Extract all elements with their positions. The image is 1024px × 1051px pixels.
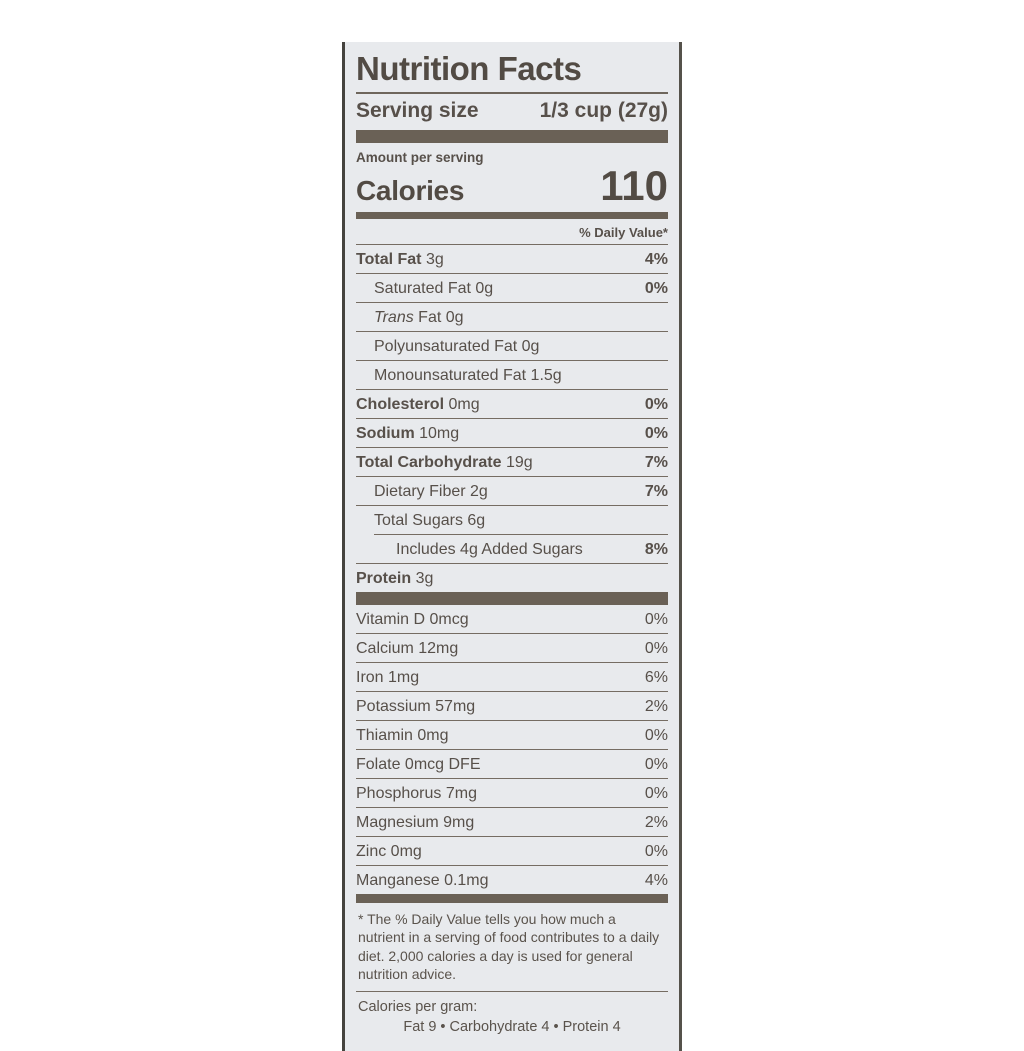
dv-value: 2%: [644, 813, 668, 831]
row-folate: Folate 0mcg DFE 0%: [356, 750, 668, 779]
row-total-sugars: Total Sugars 6g: [374, 511, 486, 529]
row-iron: Iron 1mg 6%: [356, 663, 668, 692]
dv-value: 0%: [644, 726, 668, 744]
calories-per-gram-label: Calories per gram:: [358, 998, 478, 1015]
nutrition-facts-label: Nutrition Facts Serving size 1/3 cup (27…: [342, 42, 682, 1051]
dv-value: 0%: [644, 784, 668, 802]
divider: [356, 92, 668, 94]
row-manganese: Manganese 0.1mg 4%: [356, 871, 668, 889]
calories-row: Calories 110: [356, 165, 668, 209]
dv-value: 8%: [644, 540, 668, 558]
dv-value: 7%: [644, 453, 668, 471]
row-thiamin: Thiamin 0mg 0%: [356, 721, 668, 750]
divider: [356, 990, 668, 992]
dv-value: 4%: [644, 871, 668, 889]
row-total-carbohydrate: Total Carbohydrate 19g 7%: [356, 448, 668, 477]
medium-divider-bar: [356, 212, 668, 219]
row-added-sugars: Includes 4g Added Sugars 8%: [374, 534, 668, 563]
serving-size-label: Serving size: [356, 99, 479, 122]
dv-value: 4%: [644, 250, 668, 268]
dv-value: 6%: [644, 668, 668, 686]
row-saturated-fat: Saturated Fat 0g 0%: [356, 274, 668, 303]
dv-value: 7%: [644, 482, 668, 500]
thick-divider-bar: [356, 592, 668, 605]
row-zinc: Zinc 0mg 0%: [356, 837, 668, 866]
medium-divider-bar: [356, 894, 668, 903]
label-title: Nutrition Facts: [356, 50, 582, 87]
row-polyunsaturated-fat: Polyunsaturated Fat 0g: [356, 332, 668, 361]
dv-value: 0%: [644, 279, 668, 297]
dv-value: 0%: [644, 639, 668, 657]
row-cholesterol: Cholesterol 0mg 0%: [356, 390, 668, 419]
daily-value-footnote: * The % Daily Value tells you how much a…: [358, 911, 660, 983]
row-vitamin-d: Vitamin D 0mcg 0%: [356, 605, 668, 634]
row-potassium: Potassium 57mg 2%: [356, 692, 668, 721]
row-dietary-fiber: Dietary Fiber 2g 7%: [356, 477, 668, 506]
row-phosphorus: Phosphorus 7mg 0%: [356, 779, 668, 808]
row-sodium: Sodium 10mg 0%: [356, 419, 668, 448]
calories-per-gram-values: Fat 9 • Carbohydrate 4 • Protein 4: [403, 1019, 621, 1036]
row-total-fat: Total Fat 3g 4%: [356, 245, 668, 274]
row-protein: Protein 3g: [356, 563, 668, 592]
thick-divider-bar: [356, 130, 668, 143]
serving-size-row: Serving size 1/3 cup (27g): [356, 94, 668, 130]
row-trans-fat: Trans Fat 0g: [356, 303, 668, 332]
row-monounsaturated-fat: Monounsaturated Fat 1.5g: [356, 361, 668, 390]
calories-label: Calories: [356, 175, 465, 206]
daily-value-header: % Daily Value*: [356, 219, 668, 245]
calories-value: 110: [600, 162, 668, 209]
row-calcium: Calcium 12mg 0%: [356, 634, 668, 663]
amount-per-serving-label: Amount per serving: [356, 150, 484, 165]
calories-per-gram: Calories per gram: Fat 9 • Carbohydrate …: [356, 992, 668, 1042]
dv-value: 0%: [644, 395, 668, 413]
row-magnesium: Magnesium 9mg 2%: [356, 808, 668, 837]
dv-value: 0%: [644, 424, 668, 442]
dv-value: 0%: [644, 842, 668, 860]
dv-value: 2%: [644, 697, 668, 715]
dv-value: 0%: [644, 610, 668, 628]
dv-value: 0%: [644, 755, 668, 773]
serving-size-value: 1/3 cup (27g): [539, 99, 668, 122]
